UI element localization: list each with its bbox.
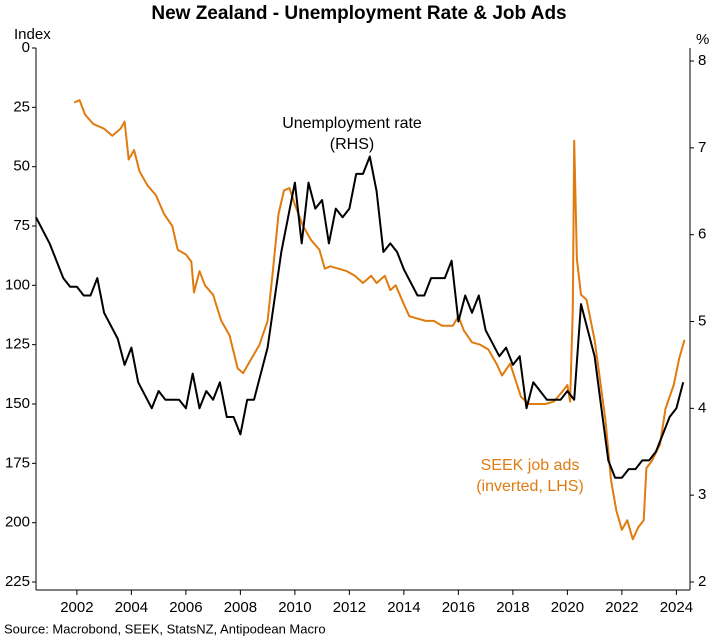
y-tick-label: 200 [5,514,30,531]
x-tick-label: 2016 [442,599,475,616]
x-tick-label: 2008 [224,599,257,616]
chart-title: New Zealand - Unemployment Rate & Job Ad… [151,3,566,24]
x-tick-label: 2024 [660,599,693,616]
x-tick-label: 2012 [333,599,366,616]
y2-tick-label: 8 [698,52,706,69]
y-tick-label: 125 [5,336,30,353]
annotation: SEEK job ads [481,457,580,474]
y2-axis-label: % [696,31,709,48]
x-tick-label: 2010 [278,599,311,616]
x-tick-label: 2004 [115,599,148,616]
y-axis-label: Index [14,26,51,43]
y-tick-label: 150 [5,395,30,412]
y-tick-label: 0 [22,39,30,56]
y2-tick-label: 6 [698,226,706,243]
x-tick-label: 2014 [387,599,420,616]
y-tick-label: 100 [5,276,30,293]
annotation: (inverted, LHS) [476,478,584,495]
annotation: (RHS) [330,136,374,153]
series-line [73,99,686,541]
x-tick-label: 2002 [60,599,93,616]
y2-tick-label: 2 [698,573,706,590]
x-tick-label: 2018 [496,599,529,616]
y2-tick-label: 7 [698,139,706,156]
y-tick-label: 175 [5,454,30,471]
series-line [35,155,685,479]
x-tick-label: 2022 [605,599,638,616]
y-tick-label: 225 [5,573,30,590]
annotation: Unemployment rate [282,115,422,132]
y2-tick-label: 5 [698,312,706,329]
y2-tick-label: 4 [698,399,706,416]
x-tick-label: 2006 [169,599,202,616]
source: Source: Macrobond, SEEK, StatsNZ, Antipo… [4,621,326,636]
y-tick-label: 75 [13,217,30,234]
y-tick-label: 50 [13,158,30,175]
x-tick-label: 2020 [551,599,584,616]
y-tick-label: 25 [13,98,30,115]
y2-tick-label: 3 [698,486,706,503]
